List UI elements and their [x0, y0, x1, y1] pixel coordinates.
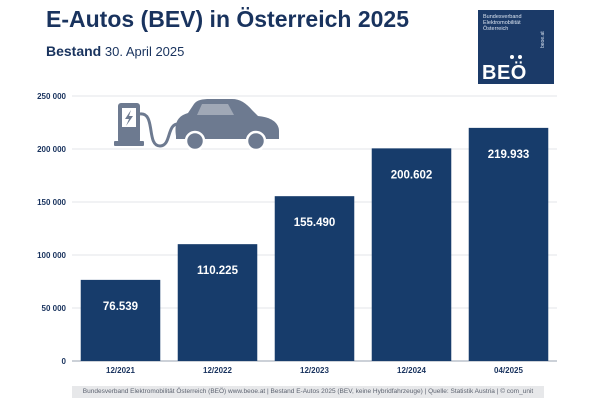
bar: [80, 279, 161, 361]
chart-title: E-Autos (BEV) in Österreich 2025: [46, 6, 409, 32]
x-tick-label: 12/2024: [397, 366, 426, 375]
bar-value-label: 155.490: [294, 217, 336, 229]
y-tick-label: 50 000: [42, 304, 67, 313]
x-tick-label: 04/2025: [494, 366, 523, 375]
cable-icon: [139, 112, 181, 148]
charging-station-icon: [114, 103, 144, 146]
bar-value-label: 219.933: [488, 149, 530, 161]
y-tick-label: 100 000: [37, 251, 66, 260]
bar-value-label: 200.602: [391, 169, 433, 181]
car-icon: [175, 99, 279, 152]
bar: [177, 244, 258, 361]
y-axis-ticks: 0 50 000 100 000 150 000 200 000 250 000: [37, 92, 66, 366]
logo-org-name: Bundesverband Elektromobilität Österreic…: [483, 14, 535, 32]
beoe-logo: Bundesverband Elektromobilität Österreic…: [478, 10, 554, 84]
x-tick-label: 12/2022: [203, 366, 232, 375]
logo-abbreviation: BEÖ: [482, 62, 527, 84]
bar-value-label: 110.225: [197, 265, 239, 277]
bar-value-label: 76.539: [103, 301, 138, 313]
ev-illustration: [114, 99, 279, 152]
y-tick-label: 150 000: [37, 198, 66, 207]
bar: [371, 148, 452, 361]
logo-org-line: Elektromobilität: [483, 20, 521, 26]
bars: 76.539 110.225 155.490 200.602 219.933: [80, 127, 549, 361]
subtitle-label: Bestand: [46, 43, 102, 59]
chart-subtitle: Bestand 30. April 2025: [46, 43, 184, 59]
y-tick-label: 250 000: [37, 92, 66, 101]
source-footer: Bundesverband Elektromobilität Österreic…: [72, 386, 544, 398]
bar: [468, 127, 549, 361]
logo-umlaut-dots: [510, 55, 524, 59]
logo-org-line: Bundesverband: [483, 14, 522, 20]
y-tick-label: 0: [62, 357, 67, 366]
x-tick-label: 12/2021: [106, 366, 135, 375]
x-tick-label: 12/2023: [300, 366, 329, 375]
y-tick-label: 200 000: [37, 145, 66, 154]
x-axis-ticks: 12/2021 12/2022 12/2023 12/2024 04/2025: [106, 366, 523, 375]
logo-org-line: Österreich: [483, 26, 509, 32]
subtitle-date: 30. April 2025: [104, 44, 185, 59]
bar: [274, 196, 355, 361]
